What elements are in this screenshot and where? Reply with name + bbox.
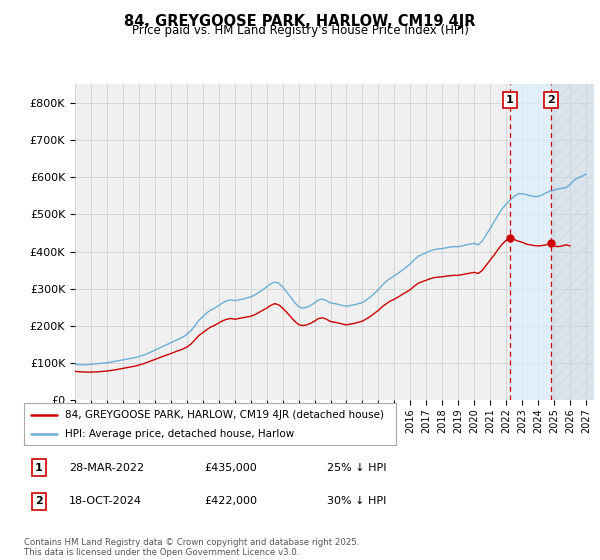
Text: 2: 2 (547, 95, 555, 105)
Text: 1: 1 (506, 95, 514, 105)
Text: 30% ↓ HPI: 30% ↓ HPI (327, 496, 386, 506)
Text: HPI: Average price, detached house, Harlow: HPI: Average price, detached house, Harl… (65, 430, 294, 439)
Text: 28-MAR-2022: 28-MAR-2022 (69, 463, 144, 473)
Bar (551, 84, 594, 400)
Text: Price paid vs. HM Land Registry's House Price Index (HPI): Price paid vs. HM Land Registry's House … (131, 24, 469, 37)
Text: 84, GREYGOOSE PARK, HARLOW, CM19 4JR: 84, GREYGOOSE PARK, HARLOW, CM19 4JR (124, 14, 476, 29)
Text: £435,000: £435,000 (204, 463, 257, 473)
Text: 2: 2 (35, 496, 43, 506)
Text: 25% ↓ HPI: 25% ↓ HPI (327, 463, 386, 473)
Bar (510, 84, 551, 400)
Text: 1: 1 (35, 463, 43, 473)
Text: £422,000: £422,000 (204, 496, 257, 506)
Text: 18-OCT-2024: 18-OCT-2024 (69, 496, 142, 506)
Text: 84, GREYGOOSE PARK, HARLOW, CM19 4JR (detached house): 84, GREYGOOSE PARK, HARLOW, CM19 4JR (de… (65, 410, 384, 420)
Text: Contains HM Land Registry data © Crown copyright and database right 2025.
This d: Contains HM Land Registry data © Crown c… (24, 538, 359, 557)
